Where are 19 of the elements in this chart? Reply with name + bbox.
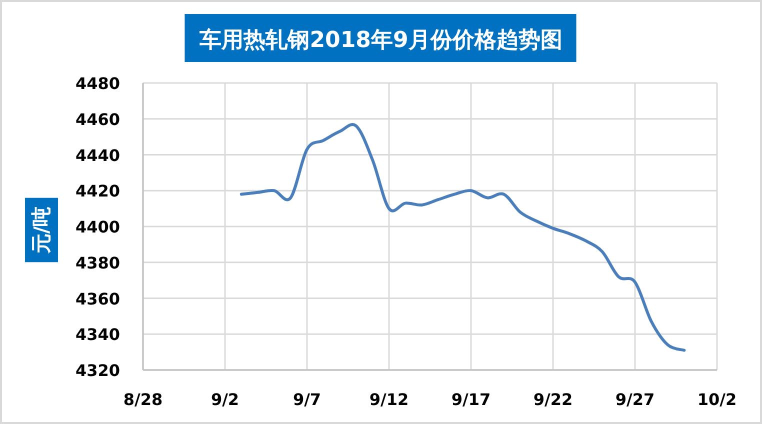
y-tick-label: 4460 <box>75 110 120 129</box>
y-tick-label: 4480 <box>75 74 120 93</box>
y-tick-label: 4340 <box>75 325 120 344</box>
x-tick-label: 9/17 <box>451 390 491 409</box>
y-tick-label: 4380 <box>75 253 120 272</box>
x-tick-label: 9/27 <box>615 390 655 409</box>
x-tick-label: 9/12 <box>369 390 409 409</box>
x-tick-label: 10/2 <box>697 390 737 409</box>
x-tick-label: 8/28 <box>123 390 163 409</box>
y-tick-label: 4360 <box>75 289 120 308</box>
y-tick-label: 4440 <box>75 146 120 165</box>
y-axis-title: 元/吨 <box>29 206 53 255</box>
x-tick-label: 9/2 <box>210 390 240 409</box>
y-tick-label: 4320 <box>75 361 120 380</box>
y-tick-label: 4400 <box>75 218 120 236</box>
x-tick-label: 9/22 <box>533 390 573 409</box>
y-tick-label: 4420 <box>75 182 120 201</box>
x-tick-label: 9/7 <box>292 390 322 409</box>
chart-title: 车用热轧钢2018年9月份价格趋势图 <box>198 27 562 53</box>
